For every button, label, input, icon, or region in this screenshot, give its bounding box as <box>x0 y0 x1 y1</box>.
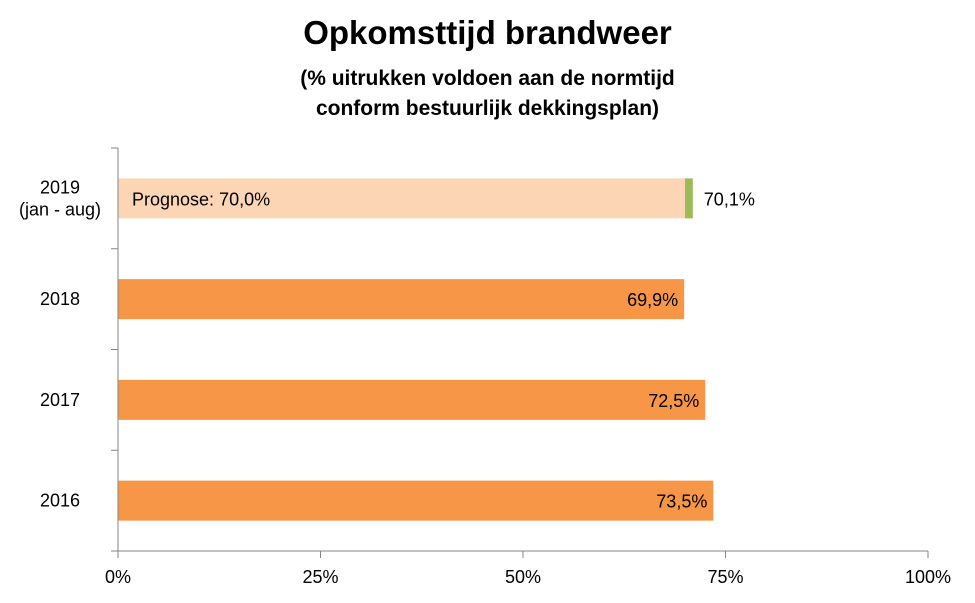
category-label-0-line-1: (jan - aug) <box>19 199 101 219</box>
bar-1 <box>118 279 685 320</box>
x-tick-label-1: 25% <box>302 567 338 587</box>
x-tick-label-0: 0% <box>105 567 131 587</box>
category-label-0-line-0: 2019 <box>40 177 80 197</box>
data-label-2: 72,5% <box>648 391 699 411</box>
bar-2 <box>118 379 706 420</box>
bar-0 <box>118 178 685 219</box>
bar-marker-0 <box>685 178 693 219</box>
chart-title: Opkomsttijd brandweer <box>303 14 672 51</box>
x-tick-label-4: 100% <box>905 567 951 587</box>
category-label-2: 2017 <box>40 390 80 410</box>
data-label-0: 70,1% <box>704 189 755 209</box>
chart-subtitle-line-2: conform bestuurlijk dekkingsplan) <box>315 97 660 120</box>
bar-3 <box>118 480 714 521</box>
chart-subtitle: (% uitrukken voldoen aan de normtijd con… <box>0 64 975 124</box>
chart-subtitle-line-1: (% uitrukken voldoen aan de normtijd <box>300 67 675 90</box>
bar-prognose-label-0: Prognose: 70,0% <box>132 189 270 209</box>
x-tick-label-3: 75% <box>707 567 743 587</box>
x-tick-label-2: 50% <box>505 567 541 587</box>
category-label-3: 2016 <box>40 491 80 511</box>
category-label-1: 2018 <box>40 289 80 309</box>
data-label-3: 73,5% <box>656 492 707 512</box>
data-label-1: 69,9% <box>627 290 678 310</box>
